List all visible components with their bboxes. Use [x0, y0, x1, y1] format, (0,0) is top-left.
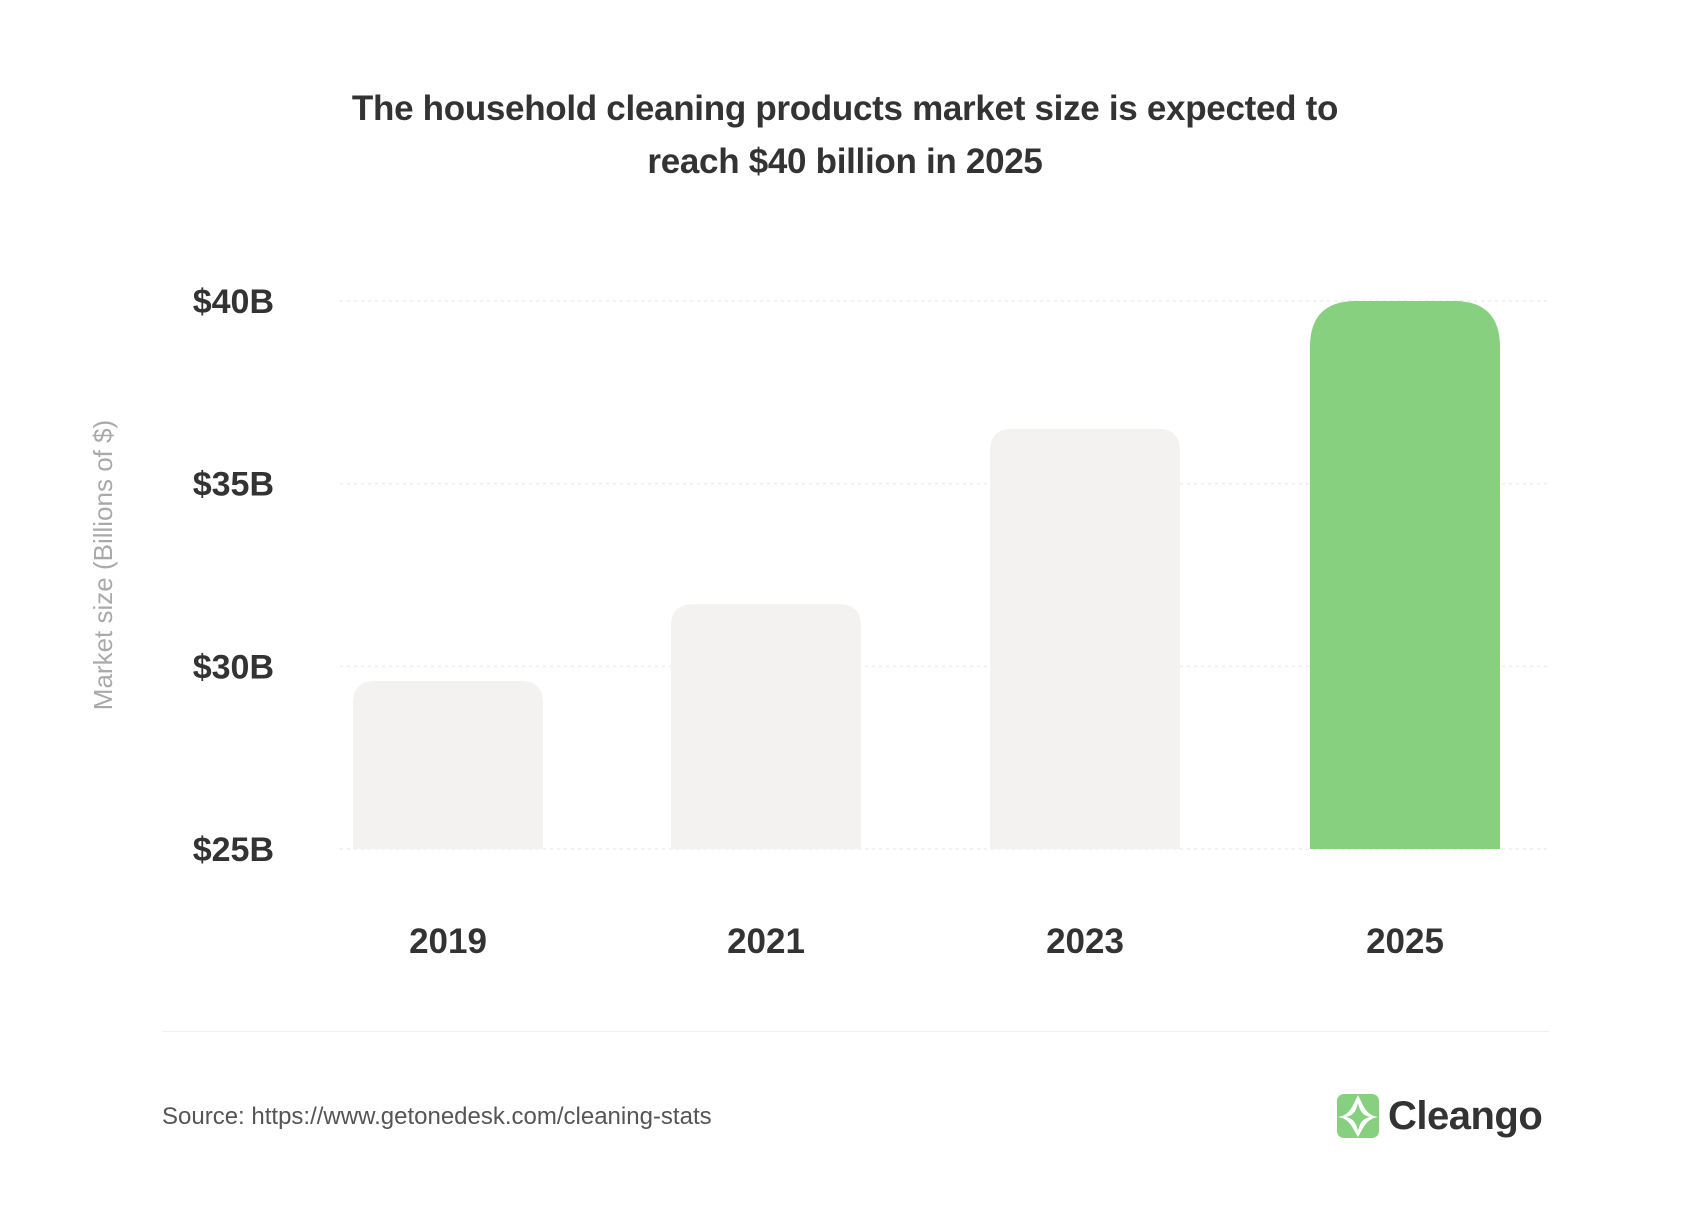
- leaf-icon: [1337, 1094, 1379, 1138]
- y-tick-label: $25B: [193, 831, 274, 869]
- bar-2019: [353, 680, 543, 849]
- y-axis-label: Market size (Billions of $): [88, 420, 118, 710]
- y-tick-label: $40B: [193, 283, 274, 321]
- x-tick-label: 2019: [409, 922, 487, 961]
- x-tick-label: 2025: [1366, 922, 1444, 961]
- bar-chart: $25B $30B $35B $40B Market size (Billions of…: [88, 283, 1550, 961]
- y-tick-label: $30B: [193, 648, 274, 686]
- source-text: Source: https://www.getonedesk.com/clean…: [162, 1103, 712, 1130]
- chart-title-line-2: reach $40 billion in 2025: [647, 142, 1043, 181]
- brand-name: Cleango: [1388, 1093, 1543, 1138]
- x-tick-label: 2023: [1046, 922, 1124, 961]
- y-tick-label: $35B: [193, 466, 274, 504]
- chart-title: The household cleaning products market s…: [245, 82, 1445, 188]
- x-tick-label: 2021: [727, 922, 805, 961]
- bar-2023: [990, 428, 1180, 849]
- bar-2021: [671, 604, 861, 849]
- brand-logo: Cleango: [1336, 1090, 1543, 1142]
- chart-title-line-1: The household cleaning products market s…: [351, 89, 1339, 128]
- bar-2025: [1310, 301, 1500, 849]
- footer-divider: [162, 1031, 1549, 1032]
